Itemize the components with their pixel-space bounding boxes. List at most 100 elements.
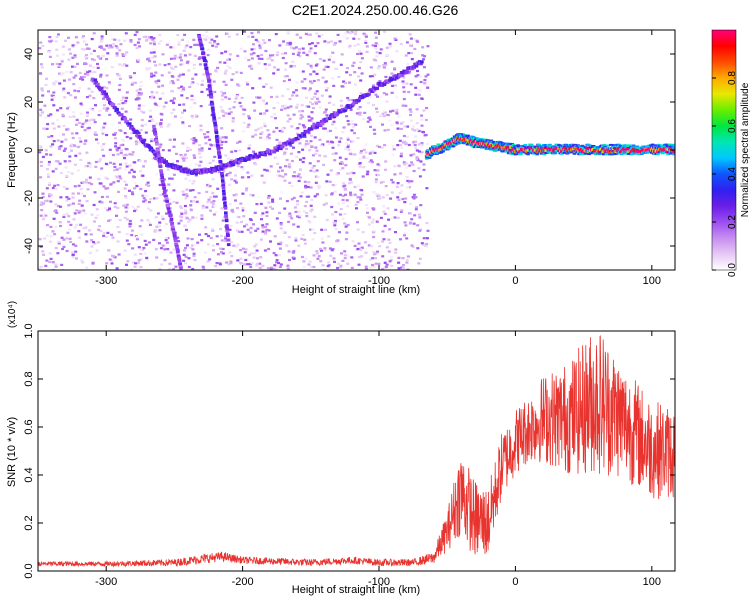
heatmap-cell bbox=[315, 32, 319, 35]
heatmap-cell bbox=[286, 106, 290, 109]
heatmap-cell bbox=[185, 156, 188, 160]
heatmap-cell bbox=[343, 222, 347, 225]
heatmap-cell bbox=[148, 201, 151, 204]
heatmap-cell bbox=[141, 141, 146, 145]
heatmap-cell bbox=[229, 224, 233, 228]
heatmap-cell bbox=[117, 190, 120, 193]
heatmap-cell bbox=[147, 184, 151, 187]
heatmap-cell bbox=[368, 266, 372, 269]
heatmap-cell bbox=[413, 144, 417, 147]
heatmap-cell bbox=[178, 103, 182, 106]
heatmap-cell bbox=[238, 230, 241, 233]
heatmap-cell bbox=[81, 36, 85, 39]
heatmap-cell bbox=[108, 208, 111, 211]
heatmap-cell bbox=[84, 69, 88, 72]
heatmap-cell bbox=[315, 250, 319, 253]
heatmap-cell bbox=[93, 131, 97, 134]
heatmap-cell bbox=[47, 114, 51, 117]
heatmap-cell bbox=[624, 152, 629, 155]
heatmap-cell bbox=[89, 52, 93, 55]
heatmap-cell bbox=[46, 168, 49, 171]
heatmap-cell bbox=[192, 154, 196, 157]
heatmap-cell bbox=[110, 262, 114, 265]
heatmap-cell bbox=[268, 205, 272, 209]
heatmap-cell bbox=[66, 231, 70, 234]
heatmap-cell bbox=[294, 210, 298, 213]
heatmap-cell bbox=[277, 242, 281, 245]
heatmap-cell bbox=[339, 63, 343, 66]
heatmap-cell bbox=[409, 44, 412, 47]
heatmap-cell bbox=[59, 145, 63, 148]
heatmap-cell bbox=[382, 66, 386, 69]
heatmap-cell bbox=[288, 78, 291, 81]
heatmap-cell bbox=[318, 106, 322, 109]
heatmap-cell bbox=[373, 73, 377, 76]
heatmap-cell bbox=[351, 140, 355, 143]
heatmap-cell bbox=[226, 50, 230, 53]
heatmap-cell bbox=[174, 239, 178, 243]
heatmap-cell bbox=[90, 58, 94, 61]
heatmap-cell bbox=[256, 54, 260, 58]
heatmap-cell bbox=[416, 40, 420, 43]
heatmap-cell bbox=[375, 51, 379, 54]
heatmap-cell bbox=[137, 107, 141, 110]
heatmap-cell bbox=[264, 83, 268, 86]
heatmap-cell bbox=[71, 202, 75, 205]
heatmap-cell bbox=[86, 71, 90, 74]
heatmap-cell bbox=[71, 136, 75, 140]
heatmap-cell bbox=[309, 127, 314, 131]
heatmap-cell bbox=[68, 155, 72, 158]
heatmap-cell bbox=[90, 90, 94, 93]
heatmap-cell bbox=[208, 138, 212, 141]
heatmap-cell bbox=[243, 108, 247, 111]
heatmap-cell bbox=[394, 208, 398, 211]
heatmap-cell bbox=[332, 257, 336, 260]
heatmap-cell bbox=[178, 56, 182, 59]
heatmap-cell bbox=[129, 137, 133, 140]
heatmap-cell bbox=[286, 264, 290, 267]
heatmap-cell bbox=[246, 263, 250, 266]
heatmap-cell bbox=[310, 145, 313, 148]
heatmap-cell bbox=[414, 140, 418, 143]
heatmap-cell bbox=[384, 265, 388, 269]
heatmap-cell bbox=[367, 92, 371, 96]
heatmap-cell bbox=[213, 90, 217, 94]
heatmap-cell bbox=[118, 175, 122, 178]
heatmap-cell bbox=[393, 216, 397, 219]
heatmap-cell bbox=[349, 191, 352, 194]
heatmap-cell bbox=[323, 247, 327, 250]
heatmap-cell bbox=[160, 179, 165, 183]
heatmap-cell bbox=[237, 216, 241, 219]
heatmap-cell bbox=[313, 195, 317, 198]
heatmap-cell bbox=[338, 213, 342, 216]
heatmap-cell bbox=[316, 175, 320, 179]
heatmap-cell bbox=[196, 82, 200, 86]
heatmap-cell bbox=[126, 260, 130, 263]
heatmap-cell bbox=[155, 135, 158, 139]
heatmap-cell bbox=[267, 201, 271, 204]
heatmap-cell bbox=[62, 133, 65, 136]
heatmap-cell bbox=[324, 65, 328, 68]
heatmap-cell bbox=[65, 237, 69, 240]
heatmap-cell bbox=[419, 80, 423, 84]
heatmap-cell bbox=[226, 157, 230, 160]
heatmap-cell bbox=[258, 266, 262, 270]
heatmap-cell bbox=[372, 265, 376, 268]
heatmap-cell bbox=[430, 152, 434, 155]
heatmap-cell bbox=[257, 57, 261, 60]
heatmap-cell bbox=[301, 70, 305, 73]
heatmap-cell bbox=[351, 64, 355, 67]
heatmap-cell bbox=[339, 137, 343, 140]
heatmap-cell bbox=[393, 173, 397, 176]
heatmap-cell bbox=[383, 144, 387, 147]
heatmap-cell bbox=[266, 148, 270, 151]
heatmap-cell bbox=[268, 152, 272, 156]
heatmap-cell bbox=[500, 142, 504, 145]
heatmap-cell bbox=[252, 48, 256, 51]
heatmap-cell bbox=[418, 229, 422, 232]
heatmap-cell bbox=[247, 147, 251, 150]
heatmap-cell bbox=[261, 224, 265, 227]
heatmap-cell bbox=[337, 75, 341, 79]
heatmap-cell bbox=[148, 109, 152, 112]
heatmap-cell bbox=[390, 264, 394, 267]
